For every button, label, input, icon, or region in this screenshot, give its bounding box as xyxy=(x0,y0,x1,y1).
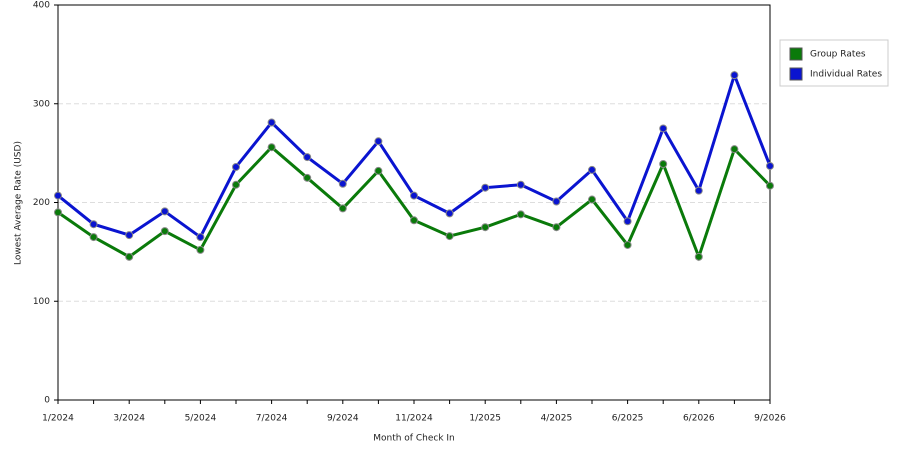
x-tick-label: 4/2025 xyxy=(541,414,573,424)
x-axis-title: Month of Check In xyxy=(373,434,455,444)
data-point xyxy=(125,231,134,240)
x-tick-label: 9/2026 xyxy=(754,414,786,424)
legend-label: Group Rates xyxy=(810,50,866,60)
data-point xyxy=(232,180,240,189)
x-tick-label: 3/2024 xyxy=(113,414,145,424)
data-point xyxy=(410,216,418,225)
data-point xyxy=(730,145,739,154)
data-point xyxy=(694,252,703,261)
data-point xyxy=(125,252,134,261)
data-point xyxy=(730,71,739,80)
x-tick-label: 5/2024 xyxy=(185,414,217,424)
data-point xyxy=(338,204,347,213)
data-point xyxy=(303,153,312,162)
data-point xyxy=(89,220,98,229)
data-point xyxy=(623,217,632,226)
y-axis-title: Lowest Average Rate (USD) xyxy=(14,141,24,265)
data-point xyxy=(303,173,312,182)
data-point xyxy=(516,210,525,219)
y-tick-label: 100 xyxy=(33,297,50,307)
data-point xyxy=(374,166,383,175)
x-tick-label: 1/2025 xyxy=(469,414,501,424)
data-point xyxy=(410,191,418,200)
data-point xyxy=(694,186,703,195)
x-tick-label: 1/2024 xyxy=(42,414,74,424)
data-point xyxy=(766,161,774,170)
data-point xyxy=(338,179,347,188)
legend-swatch xyxy=(789,47,803,61)
data-point xyxy=(481,223,490,232)
y-tick-label: 200 xyxy=(33,198,50,208)
data-point xyxy=(160,207,169,216)
data-point xyxy=(588,195,596,204)
data-point xyxy=(267,143,276,152)
data-point xyxy=(659,124,668,133)
x-tick-label: 6/2026 xyxy=(683,414,715,424)
data-point xyxy=(89,233,98,242)
data-point xyxy=(445,209,454,218)
data-point xyxy=(588,165,596,174)
x-tick-label: 7/2024 xyxy=(256,414,288,424)
y-tick-label: 0 xyxy=(44,396,50,406)
data-point xyxy=(659,159,668,168)
y-tick-label: 300 xyxy=(33,99,50,109)
y-tick-label: 400 xyxy=(33,1,50,11)
data-point xyxy=(516,180,525,189)
legend-swatch xyxy=(789,67,803,81)
data-point xyxy=(552,197,561,206)
data-point xyxy=(196,233,205,242)
data-point xyxy=(623,240,632,249)
x-tick-label: 11/2024 xyxy=(395,414,433,424)
data-point xyxy=(196,245,205,254)
data-point xyxy=(267,118,276,127)
data-point xyxy=(766,181,774,190)
data-point xyxy=(481,183,490,192)
data-point xyxy=(232,162,240,171)
x-tick-label: 6/2025 xyxy=(612,414,644,424)
data-point xyxy=(160,227,169,236)
legend-label: Individual Rates xyxy=(810,70,882,80)
data-point xyxy=(552,223,561,232)
data-point xyxy=(54,191,62,200)
data-point xyxy=(54,208,62,217)
data-point xyxy=(374,137,383,146)
x-tick-label: 9/2024 xyxy=(327,414,359,424)
data-point xyxy=(445,232,454,241)
